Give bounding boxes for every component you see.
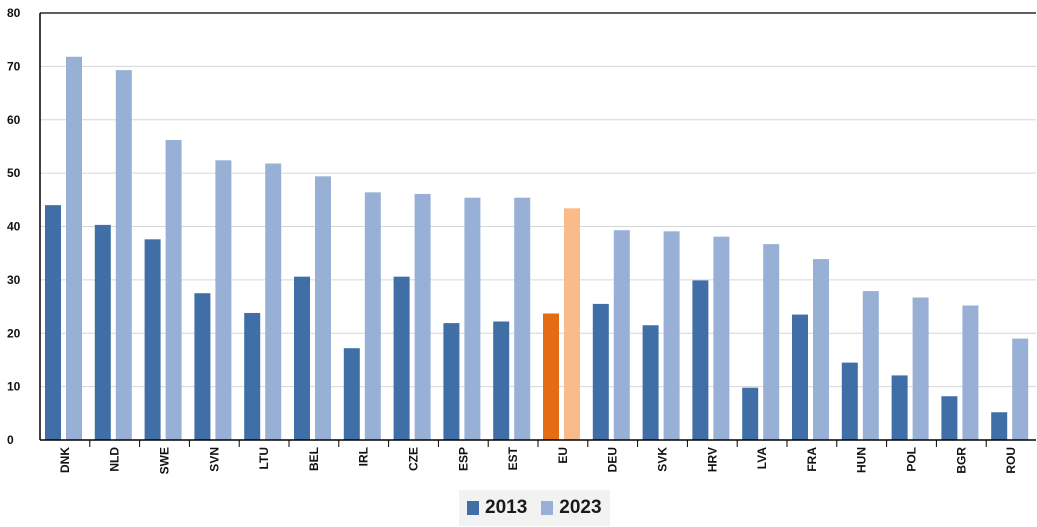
bar-eu-2013	[543, 313, 559, 440]
bar-cze-2013	[393, 276, 410, 440]
x-tick-label-lva: LVA	[755, 447, 769, 470]
bar-esp-2023	[464, 197, 481, 440]
x-tick-label-esp: ESP	[456, 447, 470, 471]
bar-lva-2023	[763, 244, 780, 440]
bar-est-2023	[514, 197, 531, 440]
x-tick-label-cze: CZE	[407, 447, 421, 471]
legend-swatch-2023	[541, 501, 554, 515]
bar-bel-2023	[315, 176, 331, 440]
y-axis-ticks: 0 10 20 30 40 50 60 70 80	[7, 6, 21, 447]
legend-label-2023: 2023	[559, 497, 602, 518]
bar-swe-2023	[165, 140, 182, 440]
bar-dnk-2023	[66, 56, 82, 440]
legend-item-2023: 2023	[541, 497, 602, 519]
y-tick-label: 0	[7, 433, 14, 447]
bar-pol-2023	[912, 297, 929, 440]
legend-item-2013: 2013	[467, 497, 527, 519]
bar-bgr-2023	[962, 305, 979, 440]
legend: 2013 2023	[459, 490, 610, 526]
bar-esp-2013	[443, 323, 460, 440]
bar-ltu-2023	[265, 163, 282, 440]
bar-swe-2013	[144, 239, 161, 440]
bar-fra-2023	[813, 259, 829, 440]
x-tick-label-nld: NLD	[108, 447, 122, 472]
bars	[45, 56, 1029, 440]
y-tick-label: 70	[7, 59, 21, 73]
bar-svk-2023	[663, 231, 680, 440]
bar-hun-2013	[841, 362, 858, 440]
x-axis-ticks: DNK NLD SWE SVN LTU BEL IRL CZE ESP EST EU DEU SVK HR…	[58, 446, 1018, 474]
bar-nld-2023	[115, 70, 132, 440]
x-tick-label-hun: HUN	[855, 447, 869, 473]
gridlines	[40, 12, 1036, 388]
x-tick-label-svn: SVN	[207, 447, 221, 472]
bar-hrv-2023	[713, 236, 730, 440]
bar-svk-2013	[642, 325, 659, 440]
y-tick-label: 80	[7, 6, 21, 20]
bar-rou-2023	[1012, 338, 1029, 440]
x-tick-label-fra: FRA	[805, 447, 819, 472]
x-tick-label-est: EST	[506, 446, 520, 470]
bar-cze-2023	[414, 193, 431, 440]
y-tick-label: 20	[7, 326, 21, 340]
x-tick-label-bgr: BGR	[954, 447, 968, 474]
bar-rou-2013	[991, 412, 1008, 440]
x-tick-label-svk: SVK	[656, 447, 670, 472]
x-tick-label-irl: IRL	[357, 447, 371, 466]
legend-label-2013: 2013	[485, 497, 528, 518]
bar-hun-2023	[862, 291, 879, 440]
x-tick-label-swe: SWE	[158, 447, 172, 474]
x-tick-label-eu: EU	[556, 447, 570, 464]
bar-hrv-2013	[692, 280, 709, 440]
x-tick-label-bel: BEL	[307, 447, 321, 471]
bar-ltu-2013	[244, 312, 261, 440]
x-tick-label-hrv: HRV	[705, 447, 719, 472]
bar-bel-2013	[294, 276, 310, 440]
bar-lva-2013	[742, 387, 759, 440]
bar-irl-2023	[364, 192, 381, 440]
x-tick-label-pol: POL	[905, 447, 919, 472]
y-tick-label: 60	[7, 113, 21, 127]
bar-svn-2013	[194, 293, 211, 440]
bar-deu-2023	[613, 230, 630, 440]
bar-dnk-2013	[45, 205, 61, 440]
x-tick-label-rou: ROU	[1004, 447, 1018, 474]
bar-irl-2013	[343, 348, 360, 440]
x-tick-label-deu: DEU	[606, 447, 620, 472]
x-tick-label-dnk: DNK	[58, 447, 72, 473]
bar-deu-2013	[592, 303, 609, 440]
bar-svn-2023	[215, 160, 232, 440]
bar-pol-2013	[891, 375, 908, 440]
x-tick-label-ltu: LTU	[257, 447, 271, 469]
bar-bgr-2013	[941, 396, 958, 440]
y-tick-label: 10	[7, 380, 21, 394]
y-tick-label: 40	[7, 220, 21, 234]
bar-nld-2013	[94, 224, 111, 440]
y-tick-label: 30	[7, 273, 21, 287]
bar-eu-2023	[564, 208, 580, 440]
legend-swatch-2013	[467, 501, 479, 515]
axes	[39, 12, 1036, 447]
bar-est-2013	[493, 321, 510, 440]
bar-fra-2013	[792, 314, 808, 440]
y-tick-label: 50	[7, 166, 21, 180]
